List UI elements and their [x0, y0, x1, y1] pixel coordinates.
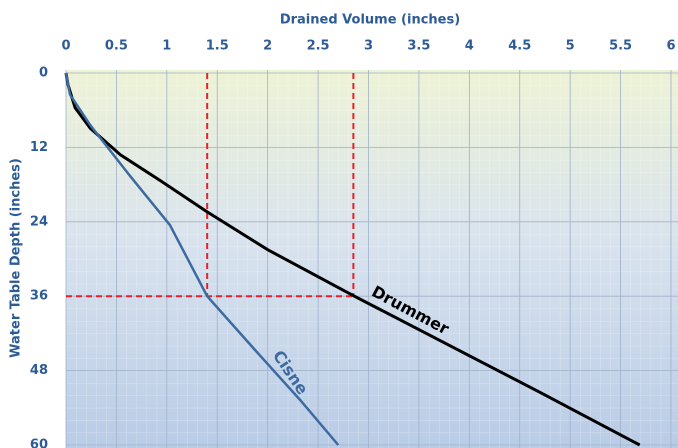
line-series — [64, 72, 340, 446]
y-axis-title: Water Table Depth (inches) — [9, 158, 24, 358]
y-tick-label: 36 — [30, 289, 48, 304]
x-tick-label: 0.5 — [105, 39, 128, 54]
x-tick-label: 3.5 — [407, 39, 430, 54]
x-tick-label: 6 — [666, 39, 675, 54]
x-tick-label: 4 — [465, 39, 474, 54]
x-tick-label: 0 — [61, 39, 70, 54]
x-axis-title: Drained Volume (inches) — [280, 13, 460, 28]
y-tick-label: 24 — [30, 214, 48, 229]
minor-grid — [66, 70, 678, 448]
x-tick-label: 5.5 — [609, 39, 632, 54]
x-tick-label: 5 — [566, 39, 575, 54]
x-tick-label: 4.5 — [508, 39, 531, 54]
y-tick-label: 48 — [30, 363, 48, 378]
line-series — [64, 72, 641, 447]
y-tick-label: 0 — [39, 66, 48, 81]
x-tick-label: 1 — [162, 39, 171, 54]
y-tick-label: 12 — [30, 140, 48, 155]
x-tick-label: 2.5 — [307, 39, 330, 54]
y-tick-label: 60 — [30, 438, 48, 448]
x-tick-label: 1.5 — [206, 39, 229, 54]
x-tick-label: 2 — [263, 39, 272, 54]
x-tick-label: 3 — [364, 39, 373, 54]
